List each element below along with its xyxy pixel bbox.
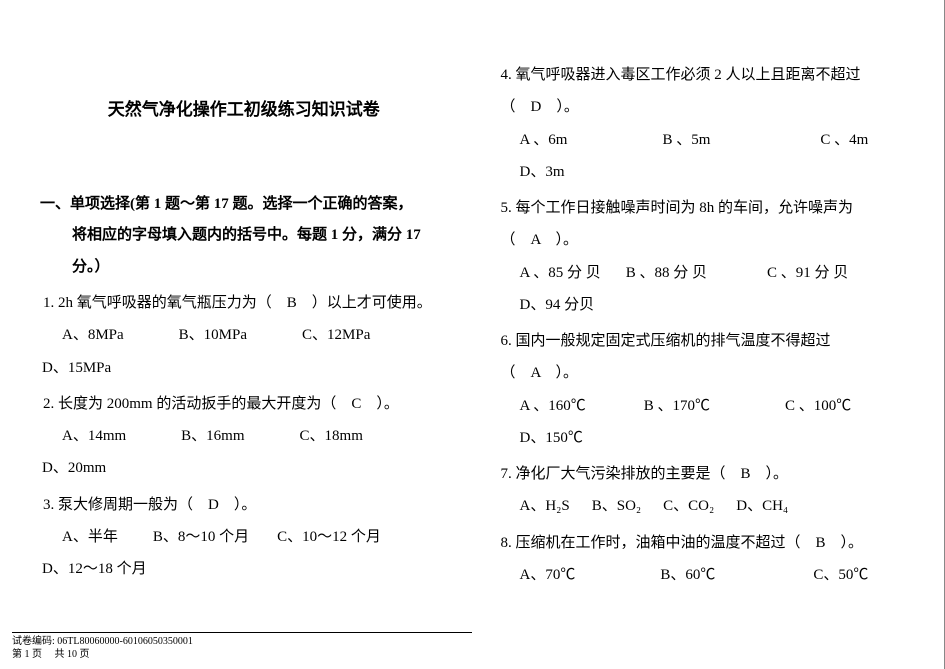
question-5: 5. 每个工作日接触噪声时间为 8h 的车间，允许噪声为 （ A ）。 A 、8… (498, 192, 916, 321)
q2-options: A、14mm B、16mm C、18mm (40, 420, 448, 452)
section-line1: 一、单项选择(第 1 题～第 17 题。选择一个正确的答案， (40, 189, 448, 221)
q3-option-b: B、8～10 个月 (153, 521, 249, 553)
q6-text2: （ A ）。 (498, 357, 916, 389)
q5-option-b: B 、88 分 贝 (626, 257, 707, 289)
question-3: 3. 泵大修周期一般为（ D ）。 A、半年 B、8～10 个月 C、10～12… (40, 489, 448, 586)
q5-text1: 5. 每个工作日接触噪声时间为 8h 的车间，允许噪声为 (498, 192, 916, 224)
q4-option-d: D、3m (498, 156, 916, 188)
q6-option-c: C 、100℃ (785, 390, 851, 422)
q7-option-c: C、CO₂ (663, 490, 714, 522)
question-6: 6. 国内一般规定固定式压缩机的排气温度不得超过 （ A ）。 A 、160℃ … (498, 325, 916, 454)
page-container: 天然气净化操作工初级练习知识试卷 一、单项选择(第 1 题～第 17 题。选择一… (0, 0, 945, 625)
q4-option-c: C 、4m (820, 124, 868, 156)
q6-text1: 6. 国内一般规定固定式压缩机的排气温度不得超过 (498, 325, 916, 357)
q1-option-d: D、15MPa (40, 352, 448, 384)
question-8: 8. 压缩机在工作时，油箱中油的温度不超过（ B ）。 A、70℃ B、60℃ … (498, 527, 916, 592)
q6-options: A 、160℃ B 、170℃ C 、100℃ (498, 390, 916, 422)
q1-text: 1. 2h 氧气呼吸器的氧气瓶压力为（ B ）以上才可使用。 (40, 287, 448, 319)
footer: 试卷编码: 06TL80060000-60106050350001 第 1 页 … (12, 632, 472, 661)
q3-options: A、半年 B、8～10 个月 C、10～12 个月 (40, 521, 448, 553)
q1-option-a: A、8MPa (62, 319, 124, 351)
q3-option-c: C、10～12 个月 (277, 521, 381, 553)
question-7: 7. 净化厂大气污染排放的主要是（ B ）。 A、H₂S B、SO₂ C、CO₂… (498, 458, 916, 523)
q7-options: A、H₂S B、SO₂ C、CO₂ D、CH₄ (498, 490, 916, 522)
q4-option-b: B 、5m (662, 124, 710, 156)
footer-code: 试卷编码: 06TL80060000-60106050350001 (12, 635, 472, 648)
document-title: 天然气净化操作工初级练习知识试卷 (40, 92, 448, 129)
section-line2: 将相应的字母填入题内的括号中。每题 1 分，满分 17 (40, 220, 448, 252)
q2-option-d: D、20mm (40, 452, 448, 484)
section-line3: 分。） (40, 252, 448, 284)
q2-option-c: C、18mm (300, 420, 363, 452)
q4-text2: （ D ）。 (498, 91, 916, 123)
q5-option-d: D、94 分贝 (498, 289, 916, 321)
q4-option-a: A 、6m (520, 124, 568, 156)
q4-text1: 4. 氧气呼吸器进入毒区工作必须 2 人以上且距离不超过 (498, 59, 916, 91)
q3-option-d: D、12～18 个月 (40, 553, 448, 585)
question-1: 1. 2h 氧气呼吸器的氧气瓶压力为（ B ）以上才可使用。 A、8MPa B、… (40, 287, 448, 384)
q8-option-b: B、60℃ (660, 559, 715, 591)
q7-option-b: B、SO₂ (592, 490, 641, 522)
q2-text: 2. 长度为 200mm 的活动扳手的最大开度为（ C ）。 (40, 388, 448, 420)
q8-text: 8. 压缩机在工作时，油箱中油的温度不超过（ B ）。 (498, 527, 916, 559)
q4-options: A 、6m B 、5m C 、4m (498, 124, 916, 156)
footer-page: 第 1 页 共 10 页 (12, 648, 472, 661)
section-header: 一、单项选择(第 1 题～第 17 题。选择一个正确的答案， 将相应的字母填入题… (40, 189, 448, 284)
q6-option-a: A 、160℃ (520, 390, 586, 422)
q2-option-b: B、16mm (181, 420, 244, 452)
q5-text2: （ A ）。 (498, 224, 916, 256)
q5-option-c: C 、91 分 贝 (767, 257, 848, 289)
q5-options: A 、85 分 贝 B 、88 分 贝 C 、91 分 贝 (498, 257, 916, 289)
q8-options: A、70℃ B、60℃ C、50℃ (498, 559, 916, 591)
q1-options: A、8MPa B、10MPa C、12MPa (40, 319, 448, 351)
q2-option-a: A、14mm (62, 420, 126, 452)
q7-option-d: D、CH₄ (736, 490, 788, 522)
q6-option-b: B 、170℃ (644, 390, 710, 422)
question-4: 4. 氧气呼吸器进入毒区工作必须 2 人以上且距离不超过 （ D ）。 A 、6… (498, 59, 916, 188)
question-2: 2. 长度为 200mm 的活动扳手的最大开度为（ C ）。 A、14mm B、… (40, 388, 448, 485)
q1-option-b: B、10MPa (179, 319, 247, 351)
q6-option-d: D、150℃ (498, 422, 916, 454)
q8-option-c: C、50℃ (813, 559, 868, 591)
right-column: 4. 氧气呼吸器进入毒区工作必须 2 人以上且距离不超过 （ D ）。 A 、6… (473, 0, 945, 625)
q1-option-c: C、12MPa (302, 319, 370, 351)
left-column: 天然气净化操作工初级练习知识试卷 一、单项选择(第 1 题～第 17 题。选择一… (0, 0, 473, 625)
q7-option-a: A、H₂S (520, 490, 570, 522)
q8-option-a: A、70℃ (520, 559, 576, 591)
q7-text: 7. 净化厂大气污染排放的主要是（ B ）。 (498, 458, 916, 490)
q3-option-a: A、半年 (62, 521, 118, 553)
q3-text: 3. 泵大修周期一般为（ D ）。 (40, 489, 448, 521)
footer-divider (12, 632, 472, 633)
q5-option-a: A 、85 分 贝 (520, 257, 601, 289)
